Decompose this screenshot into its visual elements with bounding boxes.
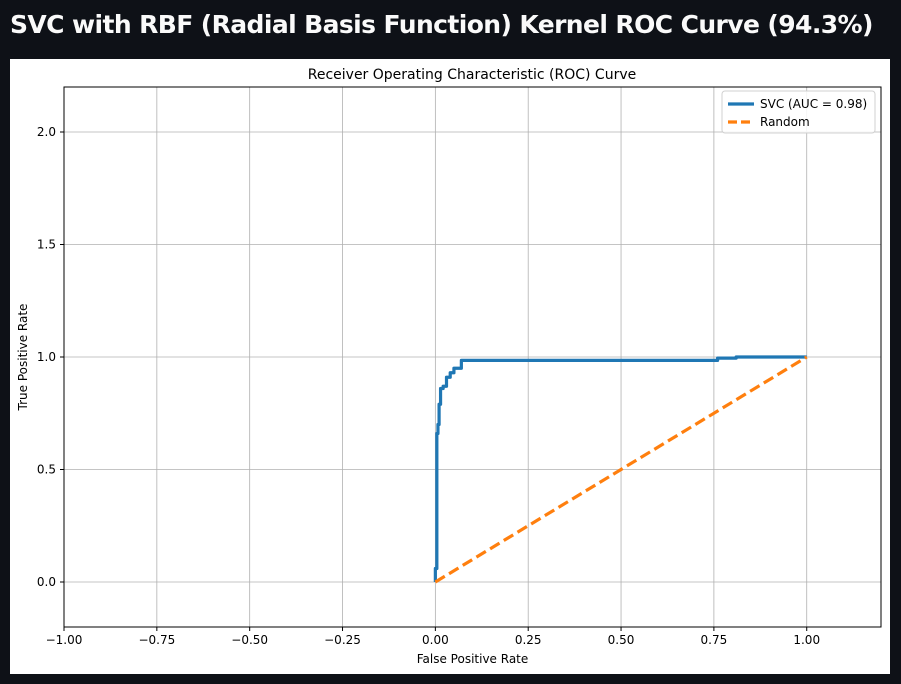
y-tick-label: 2.0 [37,125,56,139]
legend-box [721,90,876,134]
x-tick-label: 0.00 [422,633,449,647]
roc-chart: Receiver Operating Characteristic (ROC) … [16,67,882,666]
y-tick-label: 0.5 [37,463,56,477]
x-tick-label: 0.50 [608,633,635,647]
x-tick-label: 0.25 [515,633,542,647]
svc-roc-line [433,355,807,582]
x-axis-title: False Positive Rate [417,652,529,666]
legend: SVC (AUC = 0.98) Random [721,90,876,134]
figure-panel: Receiver Operating Characteristic (ROC) … [10,59,890,674]
x-tick-label: −0.50 [231,633,268,647]
y-tick-label: 1.0 [37,350,56,364]
chart-title: Receiver Operating Characteristic (ROC) … [308,67,637,83]
x-tick-label: −0.75 [138,633,175,647]
x-tick-label: −0.25 [324,633,361,647]
legend-label-svc: SVC (AUC = 0.98) [760,97,867,111]
random-baseline-line [434,355,808,584]
y-tick-label: 0.0 [37,575,56,589]
x-tick-label: 0.75 [701,633,728,647]
y-tick-label: 1.5 [37,238,56,252]
y-axis-title: True Positive Rate [16,304,30,412]
x-tick-label: 1.00 [793,633,820,647]
series-layer [433,355,808,584]
page-title: SVC with RBF (Radial Basis Function) Ker… [10,9,873,39]
legend-label-random: Random [760,115,810,129]
x-tick-label: −1.00 [46,633,83,647]
axis-ticks: −1.00 −0.75 −0.50 −0.25 0.00 0.25 0.50 0.75 1.00… [37,125,820,647]
